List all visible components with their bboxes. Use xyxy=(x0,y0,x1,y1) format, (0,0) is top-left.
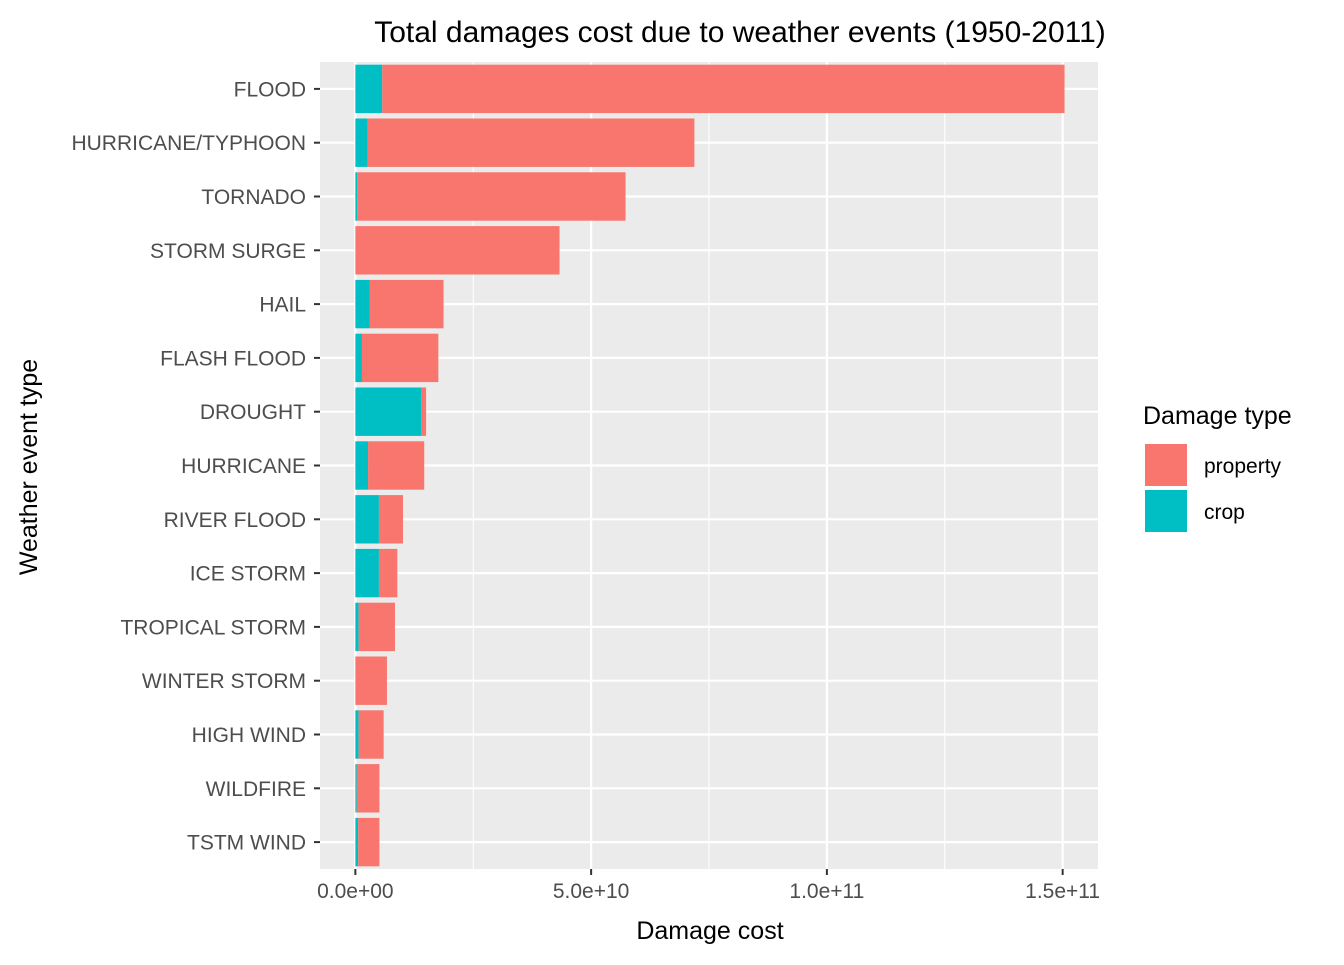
y-tick-label: FLOOD xyxy=(234,78,306,101)
bar-property xyxy=(355,656,387,705)
x-tick-label: 0.0e+00 xyxy=(317,880,394,903)
bar-property xyxy=(378,548,398,598)
y-tick-label: TROPICAL STORM xyxy=(120,616,306,639)
bar-property xyxy=(356,764,380,813)
legend-title: Damage type xyxy=(1143,402,1292,430)
bars-layer xyxy=(355,64,1065,867)
bar-property xyxy=(378,495,403,544)
legend-label-crop: crop xyxy=(1204,501,1245,524)
y-tick-label: HIGH WIND xyxy=(192,724,306,747)
legend-key-crop xyxy=(1145,490,1187,532)
x-axis: 0.0e+00 5.0e+10 1.0e+11 1.5e+11 xyxy=(317,869,1100,903)
bar-crop xyxy=(355,602,359,652)
y-tick-label: RIVER FLOOD xyxy=(164,509,306,532)
bar-property xyxy=(358,817,380,867)
y-tick-label: WINTER STORM xyxy=(142,670,306,693)
y-tick-label: DROUGHT xyxy=(200,401,306,424)
bar-property xyxy=(367,118,695,167)
y-axis-title: Weather event type xyxy=(15,359,43,575)
bar-crop xyxy=(355,333,362,383)
x-tick-label: 1.0e+11 xyxy=(789,880,864,903)
x-tick-label: 5.0e+10 xyxy=(553,880,630,903)
x-axis-title: Damage cost xyxy=(636,917,783,945)
bar-property xyxy=(421,387,427,436)
bar-crop xyxy=(355,279,370,329)
bar-crop xyxy=(355,764,357,813)
y-tick-label: ICE STORM xyxy=(190,563,306,586)
bar-property xyxy=(361,333,439,383)
y-axis: FLOOD HURRICANE/TYPHOON TORNADO STORM SURGE… xyxy=(71,78,320,855)
y-tick-label: TORNADO xyxy=(201,186,306,209)
bar-property xyxy=(358,602,395,652)
legend-key-property xyxy=(1145,444,1187,486)
bar-crop xyxy=(355,387,422,436)
y-tick-label: WILDFIRE xyxy=(206,778,306,801)
bar-property xyxy=(382,64,1065,114)
bar-property xyxy=(369,279,444,329)
bar-crop xyxy=(355,64,383,114)
y-tick-label: HAIL xyxy=(259,294,306,317)
bar-property xyxy=(355,226,560,275)
chart-title: Total damages cost due to weather events… xyxy=(374,16,1106,49)
legend-label-property: property xyxy=(1204,455,1282,478)
bar-crop xyxy=(355,495,379,544)
bar-crop xyxy=(355,817,359,867)
y-tick-label: HURRICANE xyxy=(181,455,306,478)
bar-crop xyxy=(355,710,359,759)
bar-property xyxy=(358,710,384,759)
bar-crop xyxy=(355,118,368,167)
x-tick-label: 1.5e+11 xyxy=(1025,880,1100,903)
y-tick-label: TSTM WIND xyxy=(187,832,306,855)
bar-crop xyxy=(355,441,369,490)
y-tick-label: STORM SURGE xyxy=(150,240,306,263)
legend: Damage type property crop xyxy=(1143,402,1292,532)
bar-crop xyxy=(355,548,379,598)
y-tick-label: FLASH FLOOD xyxy=(160,347,306,370)
bar-property xyxy=(357,172,626,221)
y-tick-label: HURRICANE/TYPHOON xyxy=(71,132,306,155)
bar-crop xyxy=(355,172,358,221)
bar-property xyxy=(368,441,425,490)
